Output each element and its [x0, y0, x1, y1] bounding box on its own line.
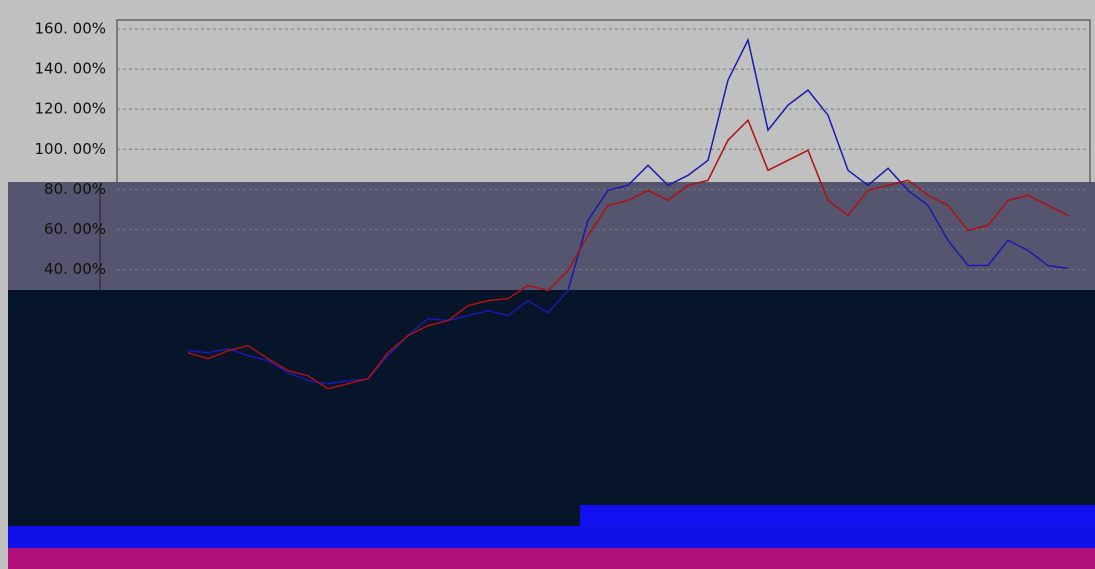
y-tick-label: 120. 00% — [34, 100, 106, 118]
y-tick-label: 140. 00% — [34, 60, 106, 78]
glitch-band — [8, 548, 1095, 569]
y-tick-label: 80. 00% — [44, 180, 106, 198]
series-line — [187, 37, 1069, 385]
glitch-band — [8, 290, 1095, 526]
y-tick-label: 100. 00% — [34, 140, 106, 158]
y-tick-label: 60. 00% — [44, 220, 106, 238]
y-tick-label: 160. 00% — [34, 20, 106, 38]
series-line — [187, 118, 1069, 390]
glitch-band — [8, 526, 1095, 548]
glitch-band — [8, 182, 1095, 290]
glitch-band — [580, 505, 1095, 526]
y-tick-label: 40. 00% — [44, 260, 106, 278]
